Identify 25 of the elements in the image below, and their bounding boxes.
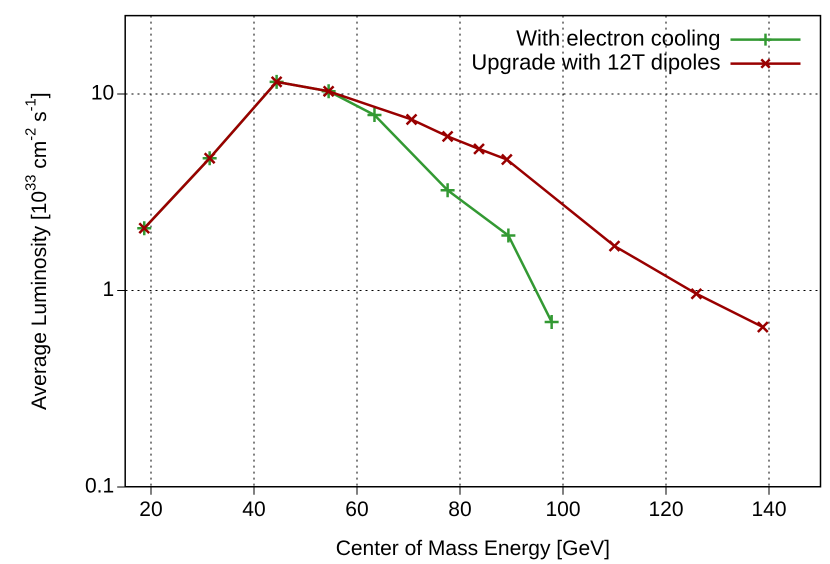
x-tick-label: 20 <box>139 498 163 522</box>
point <box>608 240 621 252</box>
x-tick-label: 60 <box>345 498 369 522</box>
x-tick-label: 40 <box>242 498 266 522</box>
x-tick-label: 100 <box>545 498 580 522</box>
y-tick-label: 10 <box>90 82 114 105</box>
point <box>472 142 486 156</box>
x-tick-label: 120 <box>648 498 684 522</box>
x-tick-label: 80 <box>448 498 472 522</box>
y-tick-label: 1 <box>102 278 114 302</box>
point <box>690 288 703 300</box>
point <box>366 106 383 124</box>
x-axis-title: Center of Mass Energy [GeV] <box>336 536 610 560</box>
legend-label: With electron cooling <box>516 26 720 51</box>
point <box>756 320 770 334</box>
point <box>441 130 454 143</box>
y-axis-title: Average Luminosity [1033 cm-2 s-1] <box>24 92 51 410</box>
point <box>500 153 514 166</box>
point <box>439 182 456 198</box>
point <box>500 227 517 244</box>
point <box>543 314 560 330</box>
y-tick-label: 0.1 <box>84 474 114 498</box>
point <box>405 113 418 126</box>
legend-label: Upgrade with 12T dipoles <box>471 50 720 75</box>
x-tick-label: 140 <box>751 498 787 522</box>
